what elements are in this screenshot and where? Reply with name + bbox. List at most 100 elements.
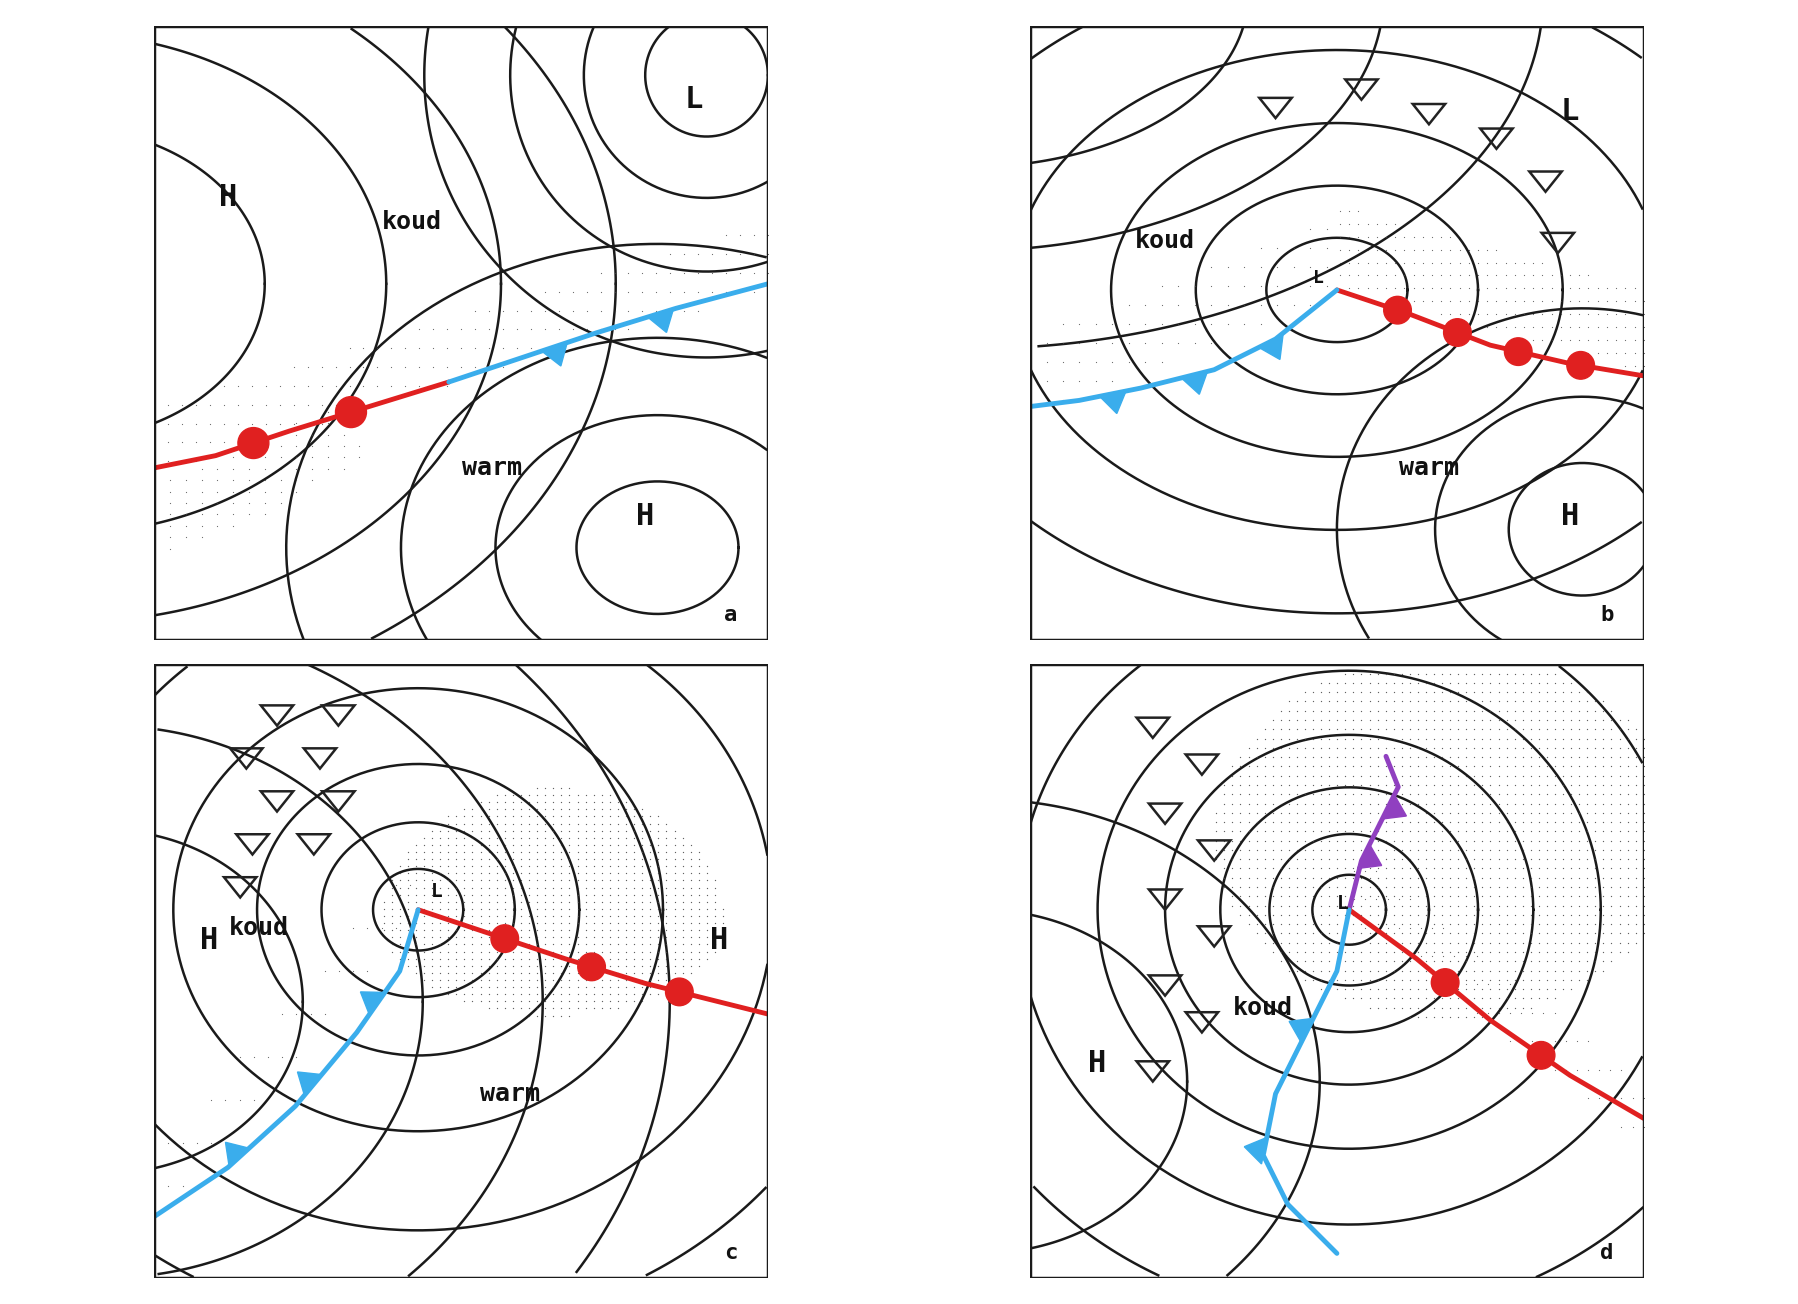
Point (1564, 969, 1593, 990)
Point (1444, 840, 1473, 861)
Point (1343, 265, 1372, 286)
Point (1217, 840, 1246, 861)
Point (514, 878, 543, 898)
Point (636, 878, 665, 898)
Point (595, 970, 624, 991)
Point (692, 948, 721, 969)
Point (1501, 304, 1530, 325)
Point (644, 905, 672, 926)
Point (1259, 811, 1287, 832)
Point (1541, 840, 1570, 861)
Point (1266, 737, 1295, 758)
Point (1420, 1007, 1449, 1028)
Point (1589, 895, 1618, 915)
Point (385, 878, 414, 898)
Point (1419, 945, 1447, 966)
Point (1564, 709, 1593, 730)
Point (1411, 765, 1440, 786)
Point (523, 941, 552, 962)
Point (669, 962, 698, 983)
Point (498, 799, 527, 820)
Point (1467, 849, 1496, 870)
Point (482, 998, 511, 1018)
Point (572, 870, 601, 891)
Point (1372, 691, 1401, 712)
Point (363, 394, 392, 415)
Point (676, 948, 705, 969)
Point (155, 394, 183, 415)
Point (307, 413, 336, 434)
Point (1483, 885, 1512, 906)
Point (676, 892, 705, 913)
Point (563, 962, 592, 983)
Point (442, 814, 471, 835)
Point (1510, 291, 1539, 312)
Point (1532, 849, 1561, 870)
Point (1388, 840, 1417, 861)
Point (611, 983, 640, 1004)
Point (620, 905, 649, 926)
Point (604, 855, 633, 876)
Point (620, 970, 649, 991)
Point (1388, 700, 1417, 721)
Point (466, 799, 494, 820)
Point (1602, 291, 1631, 312)
Point (1323, 747, 1352, 768)
Point (572, 956, 601, 977)
Point (1532, 802, 1561, 823)
Point (660, 820, 689, 841)
Point (726, 224, 755, 245)
Point (1613, 840, 1642, 861)
Point (1564, 858, 1593, 879)
Point (1476, 979, 1505, 1000)
Point (660, 827, 689, 848)
Point (1500, 840, 1528, 861)
Point (363, 338, 392, 359)
Point (660, 977, 689, 998)
Point (595, 948, 624, 969)
Point (636, 884, 665, 905)
Point (1428, 988, 1456, 1009)
Point (171, 493, 200, 514)
Point (458, 934, 487, 955)
Point (1437, 885, 1465, 906)
Point (498, 863, 527, 884)
Point (1483, 840, 1512, 861)
Point (739, 282, 768, 303)
Point (1564, 941, 1593, 962)
Point (1016, 352, 1045, 373)
Point (523, 934, 552, 955)
Point (1242, 784, 1271, 805)
Point (556, 919, 584, 940)
Point (563, 827, 592, 848)
Point (1275, 858, 1304, 879)
Point (563, 878, 592, 898)
Point (1404, 802, 1433, 823)
Point (1500, 728, 1528, 748)
Point (1428, 1007, 1456, 1028)
Point (1589, 885, 1618, 906)
Point (1388, 682, 1417, 703)
Point (620, 835, 649, 855)
Point (1611, 291, 1640, 312)
Point (442, 878, 471, 898)
Point (182, 432, 210, 452)
Point (1417, 291, 1446, 312)
Point (1437, 664, 1465, 685)
Point (1384, 889, 1413, 910)
Point (1580, 932, 1609, 953)
Point (1395, 811, 1424, 832)
Point (1516, 719, 1544, 739)
Point (450, 913, 478, 934)
Point (1266, 895, 1295, 915)
Point (530, 927, 559, 948)
Point (1233, 867, 1262, 888)
Point (1356, 747, 1384, 768)
Point (1483, 951, 1512, 971)
Point (530, 884, 559, 905)
Point (530, 785, 559, 806)
Point (1509, 858, 1537, 879)
Point (1226, 885, 1255, 906)
Point (572, 927, 601, 948)
Point (1404, 691, 1433, 712)
